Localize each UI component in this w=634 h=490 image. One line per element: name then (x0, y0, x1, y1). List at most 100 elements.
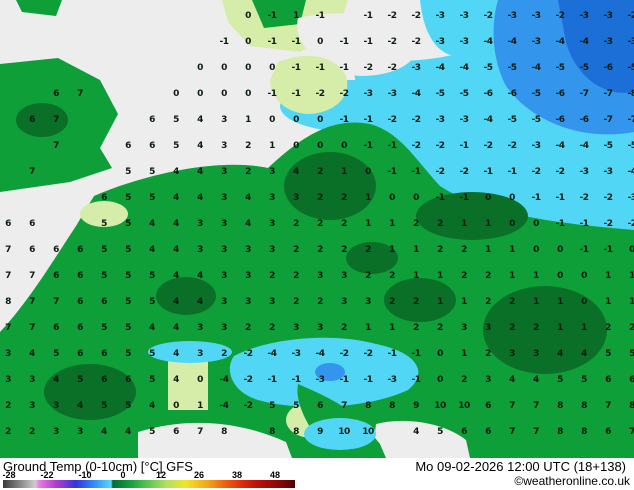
temp-value: 7 (533, 401, 539, 411)
temp-value: -5 (627, 63, 634, 73)
temp-value: 0 (533, 245, 539, 255)
temp-value: 1 (461, 219, 467, 229)
temp-value: 4 (533, 375, 539, 385)
temp-value: 3 (5, 375, 11, 385)
temp-value: -3 (627, 37, 634, 47)
temp-value: 2 (437, 219, 443, 229)
temp-value: -1 (579, 219, 590, 229)
temp-value: 4 (197, 271, 203, 281)
temp-value: -2 (435, 141, 446, 151)
temp-value: 1 (365, 219, 371, 229)
temp-value: 2 (245, 141, 251, 151)
temp-value: -5 (531, 89, 542, 99)
temp-value: 6 (149, 115, 155, 125)
temp-value: 5 (629, 349, 634, 359)
temp-value: 10 (434, 401, 446, 411)
temp-value: -6 (555, 115, 566, 125)
temp-value: 3 (317, 323, 323, 333)
temp-value: 5 (125, 349, 131, 359)
temp-value: -2 (603, 193, 614, 203)
temp-value: -7 (627, 115, 634, 125)
temp-value: -2 (531, 167, 542, 177)
temp-value: 5 (149, 167, 155, 177)
temp-value: 6 (29, 219, 35, 229)
temp-value: 8 (365, 401, 371, 411)
scale-label: 38 (231, 470, 243, 480)
temp-value: 6 (101, 297, 107, 307)
temp-value: -1 (411, 167, 422, 177)
temp-value: 7 (53, 141, 59, 151)
temp-value: -3 (387, 89, 398, 99)
temp-value: 3 (269, 193, 275, 203)
temp-value: 1 (413, 245, 419, 255)
temp-value: 1 (461, 349, 467, 359)
temp-value: -1 (579, 245, 590, 255)
temp-value: 5 (149, 427, 155, 437)
temp-value: 1 (341, 167, 347, 177)
temp-value: 0 (557, 245, 563, 255)
scale-label: 26 (193, 470, 205, 480)
temp-value: 2 (461, 375, 467, 385)
temp-value: -4 (627, 167, 634, 177)
temp-value: 1 (605, 297, 611, 307)
temp-value: 7 (341, 401, 347, 411)
temp-value: 0 (245, 63, 251, 73)
temp-value: 3 (221, 271, 227, 281)
temp-value: 2 (341, 245, 347, 255)
temp-value: 2 (29, 427, 35, 437)
temp-value: 1 (557, 297, 563, 307)
temp-value: 1 (533, 297, 539, 307)
temp-value: -3 (459, 11, 470, 21)
temp-value: 4 (29, 349, 35, 359)
temp-value: 6 (77, 245, 83, 255)
temp-value: -3 (435, 37, 446, 47)
temp-value: 0 (389, 193, 395, 203)
temp-value: -2 (387, 63, 398, 73)
temp-value: 0 (581, 271, 587, 281)
temp-value: -2 (411, 37, 422, 47)
temp-value: 2 (629, 323, 634, 333)
temp-value: -1 (363, 141, 374, 151)
temp-value: 0 (269, 115, 275, 125)
temp-value: 6 (53, 245, 59, 255)
temp-value: 0 (533, 219, 539, 229)
temp-value: 0 (245, 11, 251, 21)
temp-value: 1 (557, 323, 563, 333)
temp-value: 5 (173, 141, 179, 151)
temp-value: -7 (603, 89, 614, 99)
temp-value: 4 (173, 349, 179, 359)
temp-value: -1 (267, 11, 278, 21)
temp-value: -2 (387, 11, 398, 21)
temp-value: 3 (221, 245, 227, 255)
region-poland-dark (416, 192, 528, 240)
temp-value: 4 (197, 297, 203, 307)
temp-value: 8 (269, 427, 275, 437)
temp-value: -1 (363, 375, 374, 385)
temp-value: -3 (603, 167, 614, 177)
temp-value: 2 (317, 167, 323, 177)
temp-value: -1 (315, 63, 326, 73)
temp-value: 2 (605, 323, 611, 333)
temp-value: 1 (269, 141, 275, 151)
temp-value: -3 (531, 141, 542, 151)
temp-value: 2 (293, 219, 299, 229)
temp-value: -2 (243, 401, 254, 411)
temp-value: 4 (413, 427, 419, 437)
temp-value: 5 (77, 375, 83, 385)
temp-value: 0 (341, 141, 347, 151)
temp-value: 4 (197, 115, 203, 125)
region-scotland-tip (16, 0, 62, 16)
temp-value: 3 (293, 323, 299, 333)
temp-value: 0 (437, 375, 443, 385)
temp-value: 6 (629, 375, 634, 385)
temp-value: -2 (411, 141, 422, 151)
temp-value: 4 (77, 401, 83, 411)
temp-value: 5 (125, 245, 131, 255)
temp-value: 0 (293, 141, 299, 151)
temp-value: 3 (5, 349, 11, 359)
temp-value: 0 (509, 193, 515, 203)
temp-value: 3 (221, 115, 227, 125)
temp-value: -7 (603, 115, 614, 125)
temp-value: -2 (627, 219, 634, 229)
